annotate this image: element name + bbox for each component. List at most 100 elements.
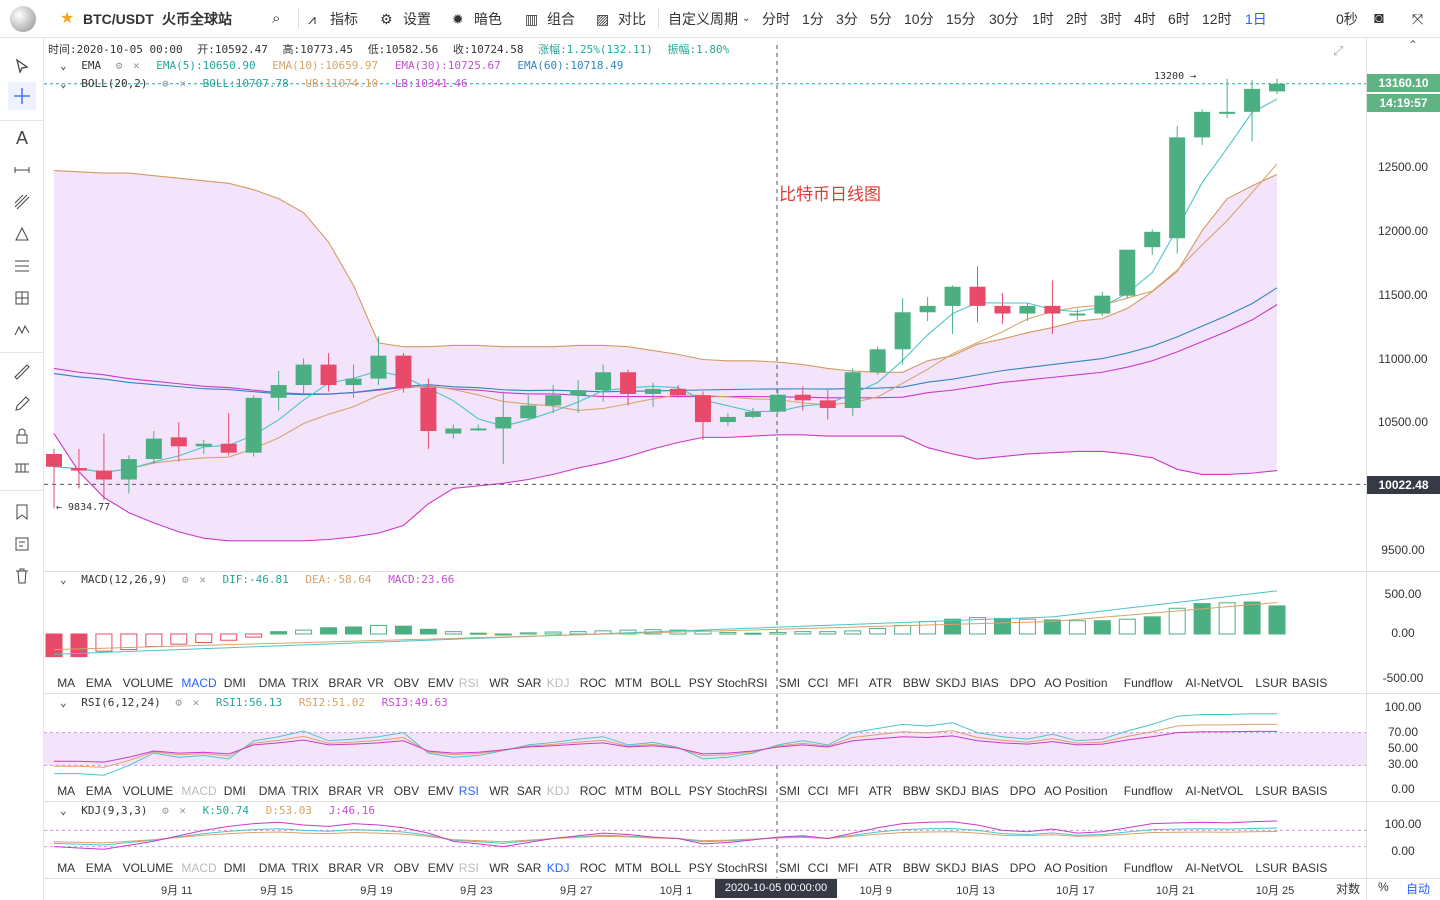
indicator-tab-psy[interactable]: PSY (688, 784, 713, 798)
indicator-tab-smi[interactable]: SMI (778, 676, 801, 690)
magnet-icon[interactable] (8, 454, 36, 482)
indicator-tab-position[interactable]: Position (1064, 861, 1108, 875)
gear-icon[interactable]: ⚙ (162, 804, 169, 817)
indicator-tab-vr[interactable]: VR (367, 676, 384, 690)
combo-button[interactable]: 组合 (547, 11, 575, 27)
period-9[interactable]: 3时 (1100, 11, 1122, 27)
period-12[interactable]: 12时 (1202, 11, 1232, 27)
template-icon[interactable] (8, 530, 36, 558)
close-icon[interactable]: ✕ (192, 696, 200, 709)
indicator-tab-ao[interactable]: AO (1044, 676, 1062, 690)
chevron-down-icon[interactable]: ⌄ (60, 59, 67, 72)
indicator-tab-fundflow[interactable]: Fundflow (1123, 676, 1173, 690)
gear-icon[interactable]: ⚙ (380, 11, 393, 27)
macd-name[interactable]: MACD(12,26,9) (81, 573, 168, 586)
kdj-name[interactable]: KDJ(9,3,3) (81, 804, 148, 817)
indicator-tab-rsi[interactable]: RSI (458, 861, 479, 875)
indicator-tab-psy[interactable]: PSY (688, 861, 713, 875)
indicators-button[interactable]: 指标 (330, 11, 358, 27)
indicator-tab-ai-netvol[interactable]: AI-NetVOL (1185, 861, 1244, 875)
indicator-tab-bias[interactable]: BIAS (971, 676, 999, 690)
collapse-pane-icon[interactable]: ⌃ (1408, 38, 1419, 52)
indicators-icon[interactable]: ⩘ (308, 11, 316, 27)
indicator-tab-macd[interactable]: MACD (181, 784, 217, 798)
period-1[interactable]: 1分 (802, 11, 824, 27)
indicator-tab-position[interactable]: Position (1064, 676, 1108, 690)
chevron-down-icon[interactable]: ⌄ (60, 804, 67, 817)
indicator-tab-bbw[interactable]: BBW (902, 861, 931, 875)
expand-pane-icon[interactable]: ⤢ (1333, 43, 1344, 58)
indicator-tab-kdj[interactable]: KDJ (546, 861, 570, 875)
indicator-tab-bbw[interactable]: BBW (902, 676, 931, 690)
ruler-icon[interactable] (8, 358, 36, 386)
period-4[interactable]: 10分 (904, 11, 934, 27)
indicator-tab-emv[interactable]: EMV (427, 784, 454, 798)
gear-icon[interactable]: ⚙ (162, 77, 169, 90)
indicator-tab-dpo[interactable]: DPO (1009, 861, 1036, 875)
indicator-tab-dpo[interactable]: DPO (1009, 676, 1036, 690)
indicator-tab-skdj[interactable]: SKDJ (935, 861, 967, 875)
close-icon[interactable]: ✕ (179, 804, 186, 817)
indicator-tab-volume[interactable]: VOLUME (122, 784, 174, 798)
chevron-down-icon[interactable]: ⌄ (742, 13, 751, 24)
indicator-tab-trix[interactable]: TRIX (291, 784, 319, 798)
indicator-tab-rsi[interactable]: RSI (458, 676, 479, 690)
period-8[interactable]: 2时 (1066, 11, 1088, 27)
indicator-tab-ao[interactable]: AO (1044, 861, 1062, 875)
indicator-tab-boll[interactable]: BOLL (650, 861, 682, 875)
indicator-tab-ema[interactable]: EMA (85, 676, 112, 690)
theme-icon[interactable]: ✹ (452, 11, 464, 27)
gear-icon[interactable]: ⚙ (175, 696, 182, 709)
indicator-tab-macd[interactable]: MACD (181, 861, 217, 875)
indicator-tab-mtm[interactable]: MTM (614, 784, 643, 798)
wave-icon[interactable] (8, 316, 36, 344)
indicator-tab-basis[interactable]: BASIS (1292, 861, 1328, 875)
channel-icon[interactable] (8, 188, 36, 216)
indicator-tab-boll[interactable]: BOLL (650, 784, 682, 798)
indicator-tab-dma[interactable]: DMA (258, 861, 286, 875)
indicator-tab-ma[interactable]: MA (57, 861, 76, 875)
indicator-tab-dma[interactable]: DMA (258, 784, 286, 798)
indicator-tab-emv[interactable]: EMV (427, 676, 454, 690)
indicator-tab-dma[interactable]: DMA (258, 676, 286, 690)
fib-icon[interactable] (8, 252, 36, 280)
indicator-tab-mtm[interactable]: MTM (614, 676, 643, 690)
lock-icon[interactable] (8, 422, 36, 450)
indicator-tab-mfi[interactable]: MFI (837, 861, 859, 875)
indicator-tab-bias[interactable]: BIAS (971, 861, 999, 875)
period-0[interactable]: 分时 (762, 11, 790, 27)
trend-line-icon[interactable] (8, 156, 36, 184)
indicator-tab-atr[interactable]: ATR (868, 861, 892, 875)
indicator-tab-lsur[interactable]: LSUR (1255, 861, 1288, 875)
indicator-tab-ema[interactable]: EMA (85, 784, 112, 798)
boll-name[interactable]: BOLL(20,2) (81, 77, 148, 90)
bookmark-icon[interactable] (8, 498, 36, 526)
text-tool-icon[interactable]: A (15, 127, 28, 148)
indicator-tab-dmi[interactable]: DMI (223, 676, 246, 690)
indicator-tab-skdj[interactable]: SKDJ (935, 676, 967, 690)
indicator-tab-basis[interactable]: BASIS (1292, 784, 1328, 798)
cursor-arrow-icon[interactable] (8, 52, 36, 80)
search-icon[interactable]: ⌕ (272, 10, 281, 27)
period-10[interactable]: 4时 (1134, 11, 1156, 27)
indicator-tab-vr[interactable]: VR (367, 861, 384, 875)
indicator-tab-bbw[interactable]: BBW (902, 784, 931, 798)
indicator-tab-obv[interactable]: OBV (393, 861, 420, 875)
period-11[interactable]: 6时 (1168, 11, 1190, 27)
indicator-tab-ma[interactable]: MA (57, 676, 76, 690)
indicator-tab-roc[interactable]: ROC (579, 784, 607, 798)
chevron-down-icon[interactable]: ⌄ (60, 77, 67, 90)
indicator-tab-fundflow[interactable]: Fundflow (1123, 784, 1173, 798)
indicator-tab-emv[interactable]: EMV (427, 861, 454, 875)
indicator-tab-wr[interactable]: WR (489, 861, 510, 875)
period-13-active[interactable]: 1日 (1245, 11, 1267, 27)
indicator-tab-dmi[interactable]: DMI (223, 784, 246, 798)
indicator-tab-sar[interactable]: SAR (516, 676, 542, 690)
indicator-tab-dpo[interactable]: DPO (1009, 784, 1036, 798)
settings-button[interactable]: 设置 (403, 11, 431, 27)
indicator-tab-mfi[interactable]: MFI (837, 676, 859, 690)
combo-icon[interactable]: ▥ (525, 11, 539, 27)
chart-annotation[interactable]: 比特币日线图 (779, 185, 881, 204)
indicator-tab-cci[interactable]: CCI (807, 676, 829, 690)
indicator-tab-roc[interactable]: ROC (579, 861, 607, 875)
